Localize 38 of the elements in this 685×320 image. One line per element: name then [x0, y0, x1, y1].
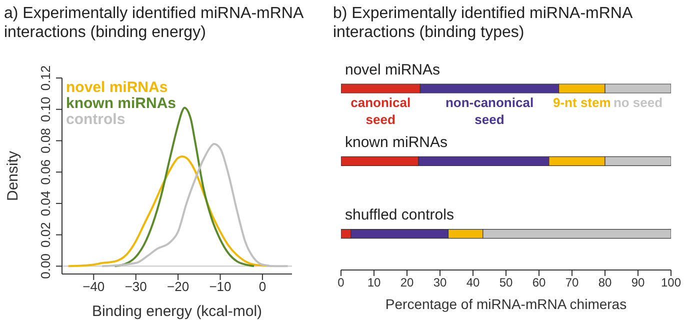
series-label: non-canonical seed	[445, 95, 534, 128]
series-label: known miRNAs	[66, 95, 176, 112]
x-tick-label: 0	[258, 279, 266, 294]
x-tick-label: 20	[400, 276, 414, 290]
x-tick-label: 0	[338, 276, 345, 290]
x-tick-label: 30	[433, 276, 447, 290]
y-tick-label: 0.06	[38, 159, 53, 185]
y-tick-label: known miRNAs	[345, 134, 448, 151]
x-tick-label: −30	[124, 279, 147, 294]
x-tick-label: −40	[82, 279, 105, 294]
y-axis-title: Density	[4, 150, 22, 202]
y-tick-label: novel miRNAs	[345, 61, 440, 78]
x-tick-label: 50	[499, 276, 513, 290]
y-tick-label: 0.10	[38, 96, 53, 122]
x-tick-label: 60	[532, 276, 546, 290]
x-axis-title: Percentage of miRNA-mRNA chimeras	[385, 296, 627, 312]
y-tick-label: 0.00	[38, 254, 53, 279]
y-tick-label: 0.08	[38, 128, 53, 154]
x-tick-label: −10	[209, 279, 232, 294]
chart-title: b) Experimentally identified miRNA-mRNA interactions (binding types)	[333, 4, 634, 42]
y-tick-label: shuffled controls	[345, 206, 454, 224]
x-tick-label: 70	[565, 276, 579, 290]
series-label: canonical seed	[350, 95, 411, 128]
text: novel miRNAs	[66, 79, 169, 96]
y-tick-label: 0.04	[38, 190, 53, 216]
x-axis-title: Binding energy (kcal-mol)	[92, 303, 262, 320]
x-tick-label: 80	[598, 276, 612, 290]
chart-title: a) Experimentally identified miRNA-mRNA interactions (binding energy)	[4, 4, 304, 42]
x-tick-label: 10	[367, 276, 381, 290]
x-tick-label: 90	[631, 276, 645, 290]
x-tick-label: −20	[167, 279, 190, 294]
y-tick-label: 0.12	[38, 65, 53, 91]
text: controls	[66, 111, 126, 128]
series-label: no seed	[613, 95, 663, 110]
y-tick-label: 0.02	[38, 222, 53, 248]
x-tick-label: 100	[660, 276, 682, 290]
x-tick-label: 40	[466, 276, 480, 290]
series-label: 9-nt stem	[553, 95, 611, 110]
